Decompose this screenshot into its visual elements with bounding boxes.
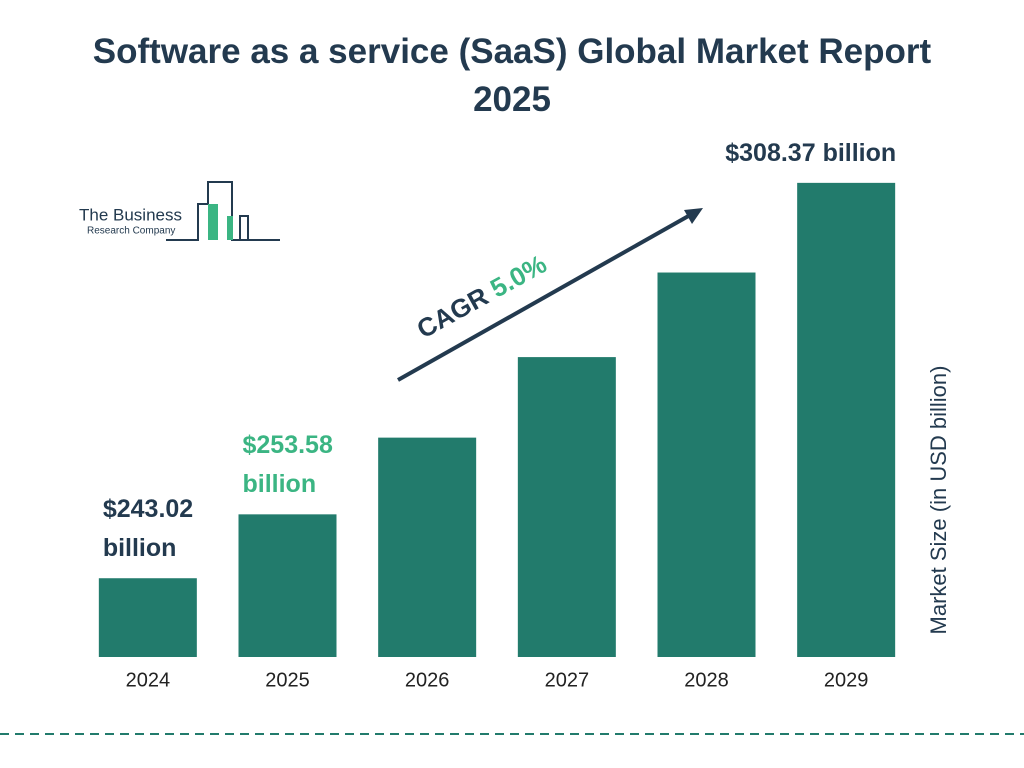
value-label: $253.58 billion (242, 431, 333, 499)
x-tick-label: 2029 (824, 669, 869, 691)
cagr-group: CAGR 5.0% (412, 249, 552, 345)
x-tick-label: 2026 (405, 669, 450, 691)
y-axis-label: Market Size (in USD billion) (926, 366, 951, 635)
brand-name: The Business (79, 205, 182, 224)
cagr-arrow (397, 208, 703, 382)
bar (238, 514, 337, 657)
value-label: $308.37 billion (725, 138, 897, 167)
chart-title: Software as a service (SaaS) Global Mark… (92, 32, 932, 119)
cagr-value: 5.0% (485, 249, 551, 304)
x-tick-label: 2025 (265, 669, 310, 691)
bar (378, 437, 477, 657)
bar (797, 182, 896, 657)
bar (657, 272, 756, 657)
logo: The Business Research Company (79, 181, 280, 241)
bar (98, 578, 197, 657)
x-tick-label: 2027 (545, 669, 590, 691)
x-tick-label: 2028 (684, 669, 729, 691)
brand-sub: Research Company (87, 226, 175, 237)
x-tick-label: 2024 (126, 669, 171, 691)
bar (517, 357, 616, 657)
value-label: $243.02 billion (102, 495, 194, 563)
